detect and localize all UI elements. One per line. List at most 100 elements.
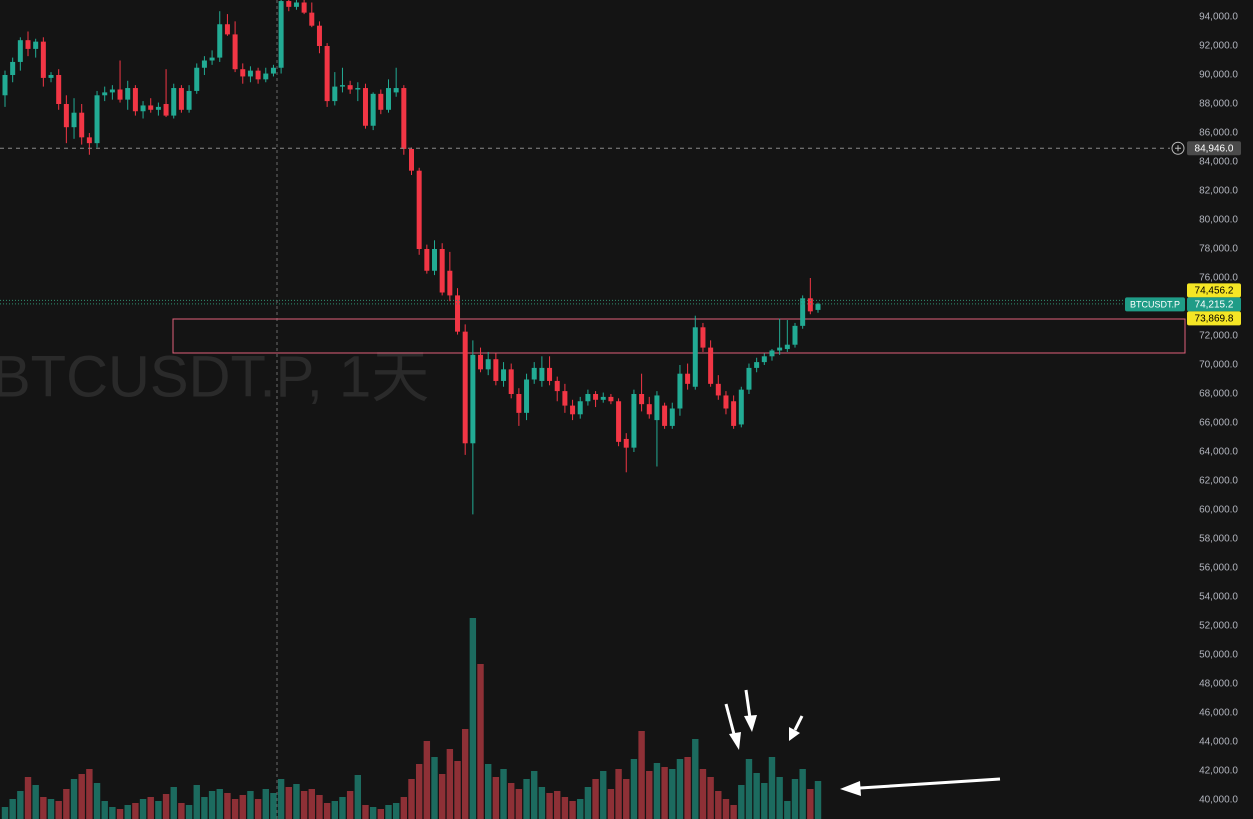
volume-bar [147,797,154,819]
volume-bar [515,789,523,819]
price-label-bg [1187,283,1241,298]
candle-body [232,34,238,70]
candle-body [71,112,77,128]
volume-bar [362,805,369,819]
candle-body [140,105,146,112]
candle-body [631,393,637,448]
volume-bar [707,777,714,819]
candle-body [362,88,368,126]
candle-body [324,45,330,102]
candle-body [639,393,645,405]
y-tick-label: 64,000.0 [1199,447,1238,458]
volume-bar [477,664,484,819]
volume-bar [377,809,385,819]
volume-bar [623,779,630,819]
volume-bar [193,785,200,819]
candle-body [40,41,46,78]
arrow-head [744,715,757,732]
price-label-bg [1187,297,1241,312]
candle-body [708,347,714,384]
candle-body [247,70,253,77]
y-tick-label: 50,000.0 [1199,650,1238,661]
volume-bar [323,803,331,819]
volume-bar [47,799,55,819]
symbol-tag: BTCUSDT.P [1130,299,1180,309]
volume-bar [331,801,339,819]
volume-bar [40,797,47,819]
volume-bar [638,731,645,819]
volume-bar [630,759,638,819]
candle-body [570,405,576,415]
y-tick-label: 44,000.0 [1199,737,1238,748]
y-tick-label: 92,000.0 [1199,41,1238,52]
volume-bar [155,801,162,819]
candle-body [769,350,775,357]
y-tick-label: 84,000.0 [1199,157,1238,168]
watermark: BTCUSDT.P, 1天 [0,344,429,409]
candle-body [554,380,560,392]
candle-body [309,12,315,26]
candle-body [17,40,23,62]
volume-bar [615,769,622,819]
y-tick-label: 54,000.0 [1199,592,1238,603]
arrow [724,703,737,739]
candle-body [692,327,698,387]
candle-body [125,88,131,100]
candle-body [746,367,752,390]
volume-bar [70,779,78,819]
volume-bar [600,771,607,819]
candle-body [48,74,54,78]
candle-body [669,408,675,426]
volume-bar [32,785,39,819]
volume-bar [531,771,538,819]
arrow [744,689,752,719]
candle-body [516,393,522,413]
volume-bar [784,801,791,819]
candle-body [462,331,468,444]
candle-body [800,298,806,326]
candle-body [240,69,246,77]
candle-body [393,88,399,93]
volume-bar [139,799,147,819]
volume-bar [584,787,592,819]
volume-bar [768,757,776,819]
volume-bar [369,807,377,819]
volume-bar [469,618,477,819]
volume-bar [316,795,323,819]
candle-body [585,393,591,402]
candle-body [301,2,307,13]
candle-body [316,25,322,46]
candle-body [731,401,737,426]
volume-bar [239,795,246,819]
y-tick-label: 72,000.0 [1199,331,1238,342]
arrow-head [840,781,861,796]
candle-body [700,327,706,348]
candle-body [171,88,177,116]
volume-bar [653,763,661,819]
volume-bar [339,797,346,819]
candle-body [201,60,207,68]
volume-bar [508,783,515,819]
candle-body [263,73,269,80]
volume-bar [277,779,285,819]
candle-body [478,354,484,370]
volume-bar [776,777,783,819]
candle-body [286,1,292,7]
y-tick-label: 88,000.0 [1199,99,1238,110]
y-tick-label: 90,000.0 [1199,70,1238,81]
price-label: 73,869.8 [1195,314,1234,325]
candle-body [715,383,721,396]
candle-body [186,90,192,110]
y-tick-label: 48,000.0 [1199,679,1238,690]
volume-bar [730,805,737,819]
volume-bar [738,785,745,819]
volume-bar [93,783,101,819]
candle-body [539,367,545,381]
arrow [793,715,804,731]
volume-bar [807,789,814,819]
volume-bar [170,787,177,819]
candle-body [562,391,568,406]
arrow-head [789,727,800,741]
candle-body [132,88,138,112]
volume-bar [722,799,730,819]
